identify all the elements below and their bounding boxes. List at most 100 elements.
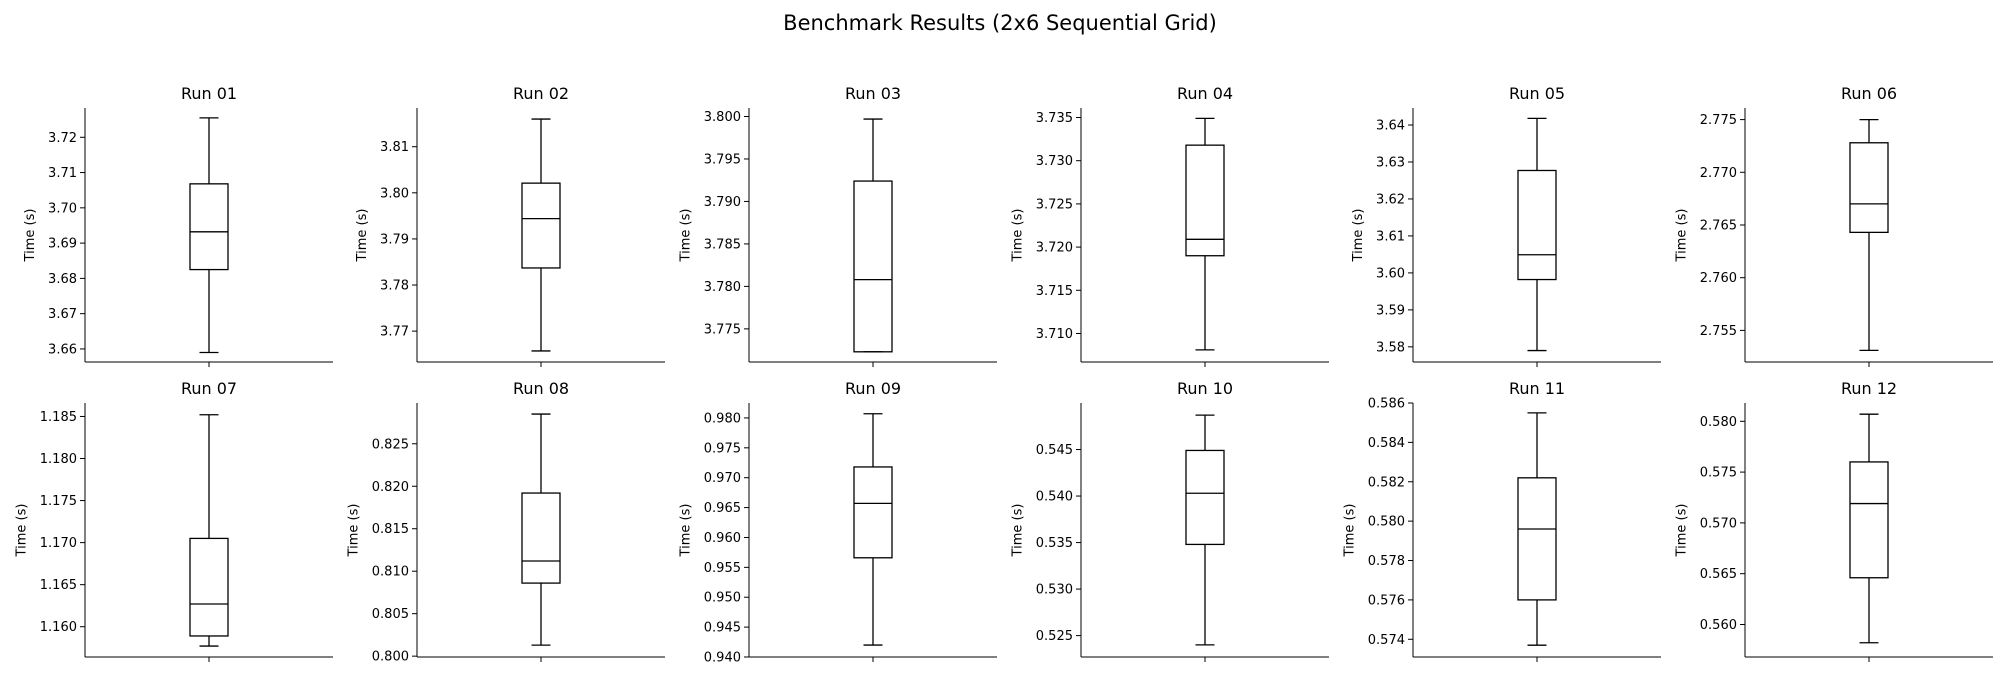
iqr-box [1517, 477, 1557, 601]
y-tick-label: 3.790 [704, 195, 741, 210]
y-tick-label: 3.67 [48, 307, 77, 322]
subplot-05: Run 05 3.58 3.59 3.60 3.61 3.62 3.63 3.64 Time (… [1351, 84, 1661, 367]
y-tick-label: 0.980 [704, 411, 741, 426]
y-tick-label: 0.965 [704, 501, 741, 516]
y-tick-label: 2.755 [1700, 324, 1737, 339]
subplot-08: Run 08 0.800 0.805 0.810 0.815 0.820 0.825 Time… [347, 379, 665, 665]
subplot-01: Run 01 3.66 3.67 3.68 3.69 3.70 3.71 3.72 Time (… [23, 84, 333, 367]
y-axis-label: Time (s) [679, 504, 694, 558]
y-tick-label: 3.60 [1376, 266, 1405, 281]
iqr-box [1185, 144, 1225, 257]
y-tick-label: 3.710 [1036, 327, 1073, 342]
y-tick-label: 0.960 [704, 531, 741, 546]
subplot-04: Run 04 3.710 3.715 3.720 3.725 3.730 3.735 Time… [1011, 84, 1329, 367]
y-tick-label: 3.81 [380, 140, 409, 155]
subplot-02: Run 02 3.77 3.78 3.79 3.80 3.81 Time (s) [355, 84, 665, 367]
y-tick-label: 0.582 [1368, 475, 1405, 490]
y-tick-label: 0.810 [372, 565, 409, 580]
iqr-box [1849, 461, 1889, 579]
y-tick-label: 0.560 [1700, 618, 1737, 633]
y-axis-label: Time (s) [1351, 209, 1366, 263]
y-tick-label: 0.586 [1368, 397, 1405, 412]
y-tick-label: 0.950 [704, 591, 741, 606]
subplot-title: Run 05 [1509, 84, 1565, 103]
y-tick-label: 2.760 [1700, 271, 1737, 286]
y-tick-label: 0.800 [372, 650, 409, 665]
y-tick-label: 1.165 [40, 578, 77, 593]
y-tick-label: 3.58 [1376, 340, 1405, 355]
y-tick-label: 0.805 [372, 607, 409, 622]
iqr-box [189, 537, 229, 637]
y-tick-label: 0.535 [1036, 536, 1073, 551]
subplot-06: Run 06 2.755 2.760 2.765 2.770 2.775 Time (s) [1675, 84, 1993, 367]
chart-title: Benchmark Results (2x6 Sequential Grid) [783, 11, 1217, 35]
subplot-title: Run 02 [513, 84, 569, 103]
subplot-title: Run 08 [513, 379, 569, 398]
y-axis-label: Time (s) [1011, 209, 1026, 263]
y-axis-label: Time (s) [1343, 504, 1358, 558]
subplot-title: Run 11 [1509, 379, 1565, 398]
y-tick-label: 3.730 [1036, 154, 1073, 169]
y-tick-label: 3.720 [1036, 241, 1073, 256]
y-tick-label: 1.170 [40, 536, 77, 551]
y-tick-label: 2.775 [1700, 113, 1737, 128]
y-tick-label: 0.975 [704, 441, 741, 456]
y-tick-label: 0.584 [1368, 436, 1405, 451]
y-tick-label: 0.565 [1700, 567, 1737, 582]
y-tick-label: 3.70 [48, 201, 77, 216]
y-tick-label: 0.820 [372, 480, 409, 495]
y-tick-label: 0.580 [1700, 415, 1737, 430]
y-axis-label: Time (s) [1011, 504, 1026, 558]
y-axis-label: Time (s) [23, 209, 38, 263]
subplot-title: Run 04 [1177, 84, 1233, 103]
y-axis-label: Time (s) [15, 504, 30, 558]
y-tick-label: 0.578 [1368, 554, 1405, 569]
y-tick-label: 3.800 [704, 110, 741, 125]
y-tick-label: 0.815 [372, 522, 409, 537]
y-axis-label: Time (s) [1675, 209, 1690, 263]
y-tick-label: 0.574 [1368, 633, 1405, 648]
y-tick-label: 1.175 [40, 494, 77, 509]
y-tick-label: 3.780 [704, 280, 741, 295]
y-tick-label: 3.79 [380, 232, 409, 247]
subplot-title: Run 07 [181, 379, 237, 398]
subplot-title: Run 03 [845, 84, 901, 103]
y-tick-label: 3.795 [704, 152, 741, 167]
subplot-09: Run 09 0.940 0.945 0.950 0.955 0.960 0.965 0.97… [679, 379, 997, 666]
subplot-title: Run 12 [1841, 379, 1897, 398]
y-tick-label: 3.69 [48, 237, 77, 252]
iqr-box [189, 183, 229, 271]
y-tick-label: 2.770 [1700, 166, 1737, 181]
iqr-box [521, 492, 561, 584]
y-axis-label: Time (s) [347, 504, 362, 558]
subplot-07: Run 07 1.160 1.165 1.170 1.175 1.180 1.185 Time… [15, 379, 333, 662]
y-axis-label: Time (s) [1675, 504, 1690, 558]
y-tick-label: 0.545 [1036, 443, 1073, 458]
y-tick-label: 3.77 [380, 325, 409, 340]
y-tick-label: 3.61 [1376, 229, 1405, 244]
y-tick-label: 0.825 [372, 437, 409, 452]
subplot-11: Run 11 0.574 0.576 0.578 0.580 0.582 0.584 0.58… [1343, 379, 1661, 662]
y-tick-label: 0.576 [1368, 593, 1405, 608]
y-tick-label: 2.765 [1700, 218, 1737, 233]
y-tick-label: 3.80 [380, 186, 409, 201]
iqr-box [1849, 142, 1889, 234]
subplot-title: Run 10 [1177, 379, 1233, 398]
y-tick-label: 3.785 [704, 237, 741, 252]
y-tick-label: 3.78 [380, 279, 409, 294]
y-tick-label: 0.945 [704, 621, 741, 636]
y-tick-label: 0.970 [704, 471, 741, 486]
subplot-title: Run 01 [181, 84, 237, 103]
y-tick-label: 3.59 [1376, 303, 1405, 318]
subplot-03: Run 03 3.775 3.780 3.785 3.790 3.795 3.800 Time… [679, 84, 997, 367]
subplot-title: Run 09 [845, 379, 901, 398]
y-tick-label: 3.66 [48, 342, 77, 357]
y-tick-label: 1.185 [40, 410, 77, 425]
y-tick-label: 3.68 [48, 272, 77, 287]
iqr-box [1185, 449, 1225, 546]
iqr-box [1517, 169, 1557, 281]
y-tick-label: 0.940 [704, 651, 741, 666]
y-tick-label: 3.63 [1376, 155, 1405, 170]
y-tick-label: 1.180 [40, 452, 77, 467]
